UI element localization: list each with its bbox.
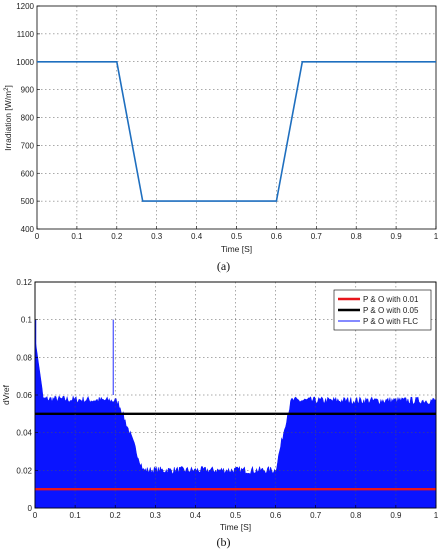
- y-tick-label: 700: [21, 141, 35, 150]
- x-tick-label: 0.1: [70, 511, 82, 520]
- x-tick-label: 0.6: [271, 232, 283, 241]
- grid-b: [35, 282, 436, 508]
- x-tick-label: 0: [33, 511, 38, 520]
- y-tick-label: 400: [21, 225, 35, 234]
- x-tick-label: 0.7: [310, 511, 322, 520]
- legend-label-po-flc: P & O with FLC: [363, 317, 418, 326]
- x-tick-label: 0.3: [151, 232, 163, 241]
- dvref-chart: 0 0.1 0.2 0.3 0.4 0.5 0.6 0.7 0.8 0.9 1 0 0.02 0.04 0.…: [1, 278, 439, 549]
- series-a: [37, 60, 436, 202]
- x-tick-label: 0.4: [190, 511, 202, 520]
- y-tick-label: 1100: [17, 30, 35, 39]
- ticks-a: 0 0.1 0.2 0.3 0.4 0.5 0.6 0.7 0.8 0.9 1 400 500 600 70…: [16, 2, 439, 241]
- x-tick-label: 0.2: [111, 232, 123, 241]
- legend-label-po-005: P & O with 0.05: [363, 306, 419, 315]
- x-axis-label-a: Time [S]: [221, 244, 252, 254]
- y-tick-label: 0.04: [16, 429, 32, 438]
- y-tick-label: 0.02: [16, 466, 32, 475]
- y-tick-label: 600: [21, 169, 35, 178]
- y-tick-label: 1200: [16, 2, 34, 11]
- x-tick-label: 0.5: [231, 232, 243, 241]
- y-tick-label: 0: [28, 504, 33, 513]
- x-tick-label: 0.4: [191, 232, 203, 241]
- caption-b: (b): [217, 535, 231, 549]
- x-axis-label-b: Time [S]: [220, 522, 251, 532]
- legend-label-po-001: P & O with 0.01: [363, 295, 419, 304]
- x-tick-label: 0: [35, 232, 40, 241]
- x-tick-label: 0.3: [150, 511, 162, 520]
- x-tick-label: 1: [434, 511, 439, 520]
- y-tick-label: 500: [21, 197, 35, 206]
- x-tick-label: 1: [434, 232, 439, 241]
- y-tick-label: 900: [21, 86, 35, 95]
- y-tick-label: 0.1: [21, 316, 33, 325]
- flc-band: [34, 338, 437, 509]
- y-tick-label: 800: [21, 114, 35, 123]
- irradiation-line: [37, 60, 436, 202]
- y-tick-label: 0.08: [16, 353, 32, 362]
- caption-a: (a): [217, 259, 230, 273]
- x-tick-label: 0.8: [351, 232, 363, 241]
- x-tick-label: 0.7: [311, 232, 323, 241]
- x-tick-label: 0.2: [110, 511, 122, 520]
- y-tick-label: 1000: [16, 58, 34, 67]
- series-b: [34, 319, 437, 509]
- y-tick-label: 0.12: [16, 278, 32, 287]
- x-tick-label: 0.1: [71, 232, 83, 241]
- x-tick-label: 0.5: [230, 511, 242, 520]
- x-tick-label: 0.9: [391, 232, 403, 241]
- y-axis-label-b: dVref: [1, 384, 11, 405]
- ticks-b: 0 0.1 0.2 0.3 0.4 0.5 0.6 0.7 0.8 0.9 1 0 0.02 0.04 0.…: [16, 278, 438, 520]
- x-tick-label: 0.6: [270, 511, 282, 520]
- x-tick-label: 0.8: [350, 511, 362, 520]
- irradiation-chart: 0 0.1 0.2 0.3 0.4 0.5 0.6 0.7 0.8 0.9 1 400 500 600 70…: [3, 2, 439, 273]
- x-tick-label: 0.9: [390, 511, 402, 520]
- plot-border-b: [34, 281, 437, 509]
- y-axis-label-a: Irradiation [W/m2]: [3, 85, 13, 151]
- legend: P & O with 0.01 P & O with 0.05 P & O wi…: [333, 289, 432, 331]
- y-tick-label: 0.06: [16, 391, 32, 400]
